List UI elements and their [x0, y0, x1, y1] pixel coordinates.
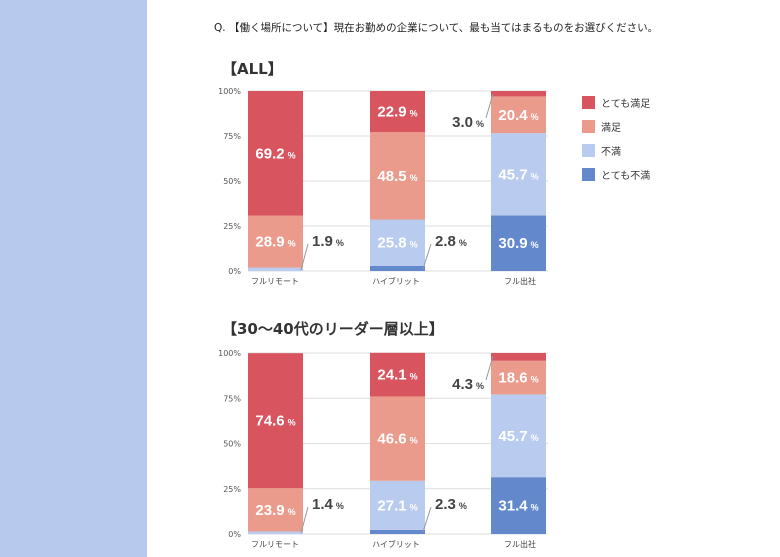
bar-segment: [370, 132, 425, 220]
bar-segment: [370, 529, 425, 534]
bar-segment: [370, 265, 425, 271]
data-label: 30.9%: [498, 235, 538, 252]
bar-segment: [491, 477, 546, 534]
data-label: 28.9%: [255, 234, 295, 251]
bar-segment: [491, 215, 546, 271]
legend-label: とても不満: [601, 170, 651, 182]
bar-segment: [248, 215, 303, 268]
x-tick-label: フル出社: [504, 276, 536, 286]
bar-segment: [491, 96, 546, 134]
y-tick-label: 75%: [223, 394, 241, 403]
data-label: 1.9%: [312, 233, 344, 250]
bar-segment: [370, 352, 425, 397]
legend-item-dissatisfied: 不満: [582, 138, 650, 162]
bar-segment: [491, 360, 546, 395]
chart-title-leaders: 【30〜40代のリーダー層以上】: [222, 320, 444, 338]
y-tick-label: 0%: [228, 267, 241, 276]
y-tick-label: 50%: [223, 177, 241, 186]
data-label: 23.9%: [255, 502, 295, 519]
data-label: 2.3%: [435, 496, 467, 513]
leader-line: [300, 506, 309, 534]
data-label: 22.9%: [377, 104, 417, 121]
bar-segment: [370, 91, 425, 133]
data-label: 31.4%: [498, 498, 538, 515]
bar-segment: [370, 219, 425, 266]
y-tick-label: 0%: [228, 530, 241, 539]
legend-item-very-satisfied: とても満足: [582, 90, 650, 114]
leader-line: [422, 243, 432, 270]
bar-segment: [248, 531, 303, 534]
bar-segment: [248, 488, 303, 532]
data-label: 27.1%: [377, 497, 417, 514]
y-tick-label: 50%: [223, 440, 241, 449]
bar-segment: [248, 267, 303, 271]
legend-item-satisfied: 満足: [582, 114, 650, 138]
data-label: 24.1%: [377, 367, 417, 384]
y-tick-label: 75%: [223, 132, 241, 141]
data-label: 45.7%: [498, 428, 538, 445]
chart-title-all: 【ALL】: [222, 60, 283, 78]
y-tick-label: 25%: [223, 222, 241, 231]
data-label: 1.4%: [312, 496, 344, 513]
data-label: 25.8%: [377, 235, 417, 252]
question-text: Q. 【働く場所について】現在お勤めの企業について、最も当てはまるものをお選びく…: [214, 22, 659, 34]
legend-label: とても満足: [601, 98, 651, 110]
legend-swatch: [582, 119, 595, 133]
data-label: 45.7%: [498, 166, 538, 183]
legend-item-very-dissatisfied: とても不満: [582, 162, 650, 186]
data-label: 48.5%: [377, 168, 417, 185]
y-tick-label: 25%: [223, 485, 241, 494]
data-label: 18.6%: [498, 370, 538, 387]
y-tick-label: 100%: [218, 87, 241, 96]
bar-segment: [491, 133, 546, 216]
x-tick-label: フル出社: [504, 539, 536, 549]
leader-line: [485, 93, 494, 119]
bar-segment: [248, 91, 303, 216]
leader-line: [422, 506, 432, 533]
data-label: 46.6%: [377, 431, 417, 448]
data-label: 2.8%: [435, 233, 467, 250]
legend-swatch: [582, 95, 595, 109]
bar-segment: [370, 480, 425, 530]
data-label: 20.4%: [498, 107, 538, 124]
data-label: 74.6%: [255, 413, 295, 430]
bar-segment: [370, 396, 425, 481]
legend-swatch: [582, 143, 595, 157]
bar-segment: [491, 394, 546, 478]
legend: とても満足 満足 不満 とても不満: [582, 90, 650, 186]
x-tick-label: ハイブリット: [372, 276, 420, 286]
legend-label: 不満: [601, 146, 621, 158]
bar-segment: [491, 353, 546, 361]
legend-label: 満足: [601, 122, 621, 134]
x-tick-label: フルリモート: [251, 277, 299, 286]
leader-line: [485, 355, 494, 381]
x-tick-label: フルリモート: [251, 540, 299, 549]
side-panel: [0, 0, 147, 557]
bar-segment: [248, 353, 303, 489]
y-tick-label: 100%: [218, 349, 241, 358]
data-label: 3.0%: [452, 114, 484, 131]
data-label: 4.3%: [452, 376, 484, 393]
legend-swatch: [582, 167, 595, 181]
leader-line: [300, 243, 309, 271]
bar-segment: [491, 91, 546, 97]
x-tick-label: ハイブリット: [372, 539, 420, 549]
data-label: 69.2%: [255, 145, 295, 162]
